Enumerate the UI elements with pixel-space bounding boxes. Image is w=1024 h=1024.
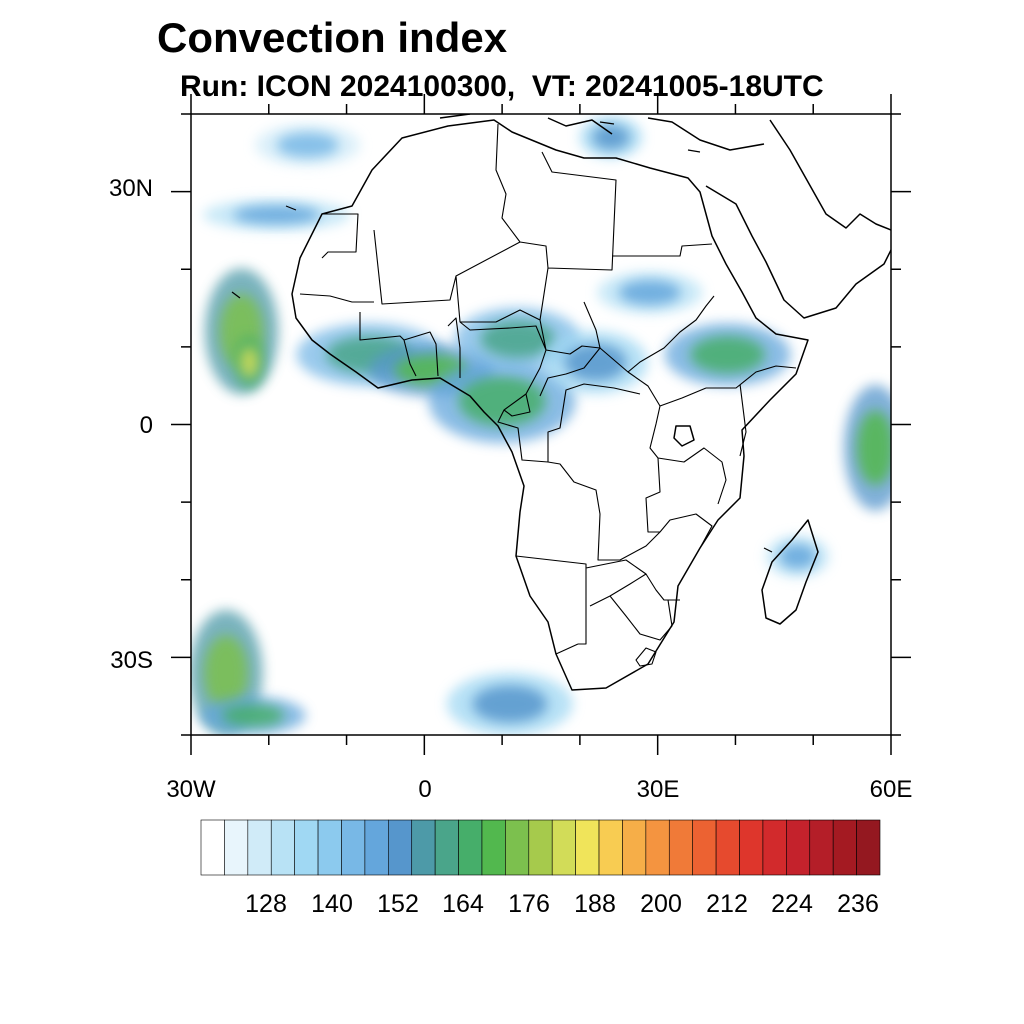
convection-core <box>204 635 248 711</box>
convection-field <box>191 116 891 735</box>
colorbar-label: 188 <box>574 890 616 918</box>
lake-victoria <box>673 425 695 447</box>
lon-label-30e: 30E <box>637 776 680 803</box>
lat-label-0: 0 <box>140 412 153 439</box>
axis-ticks <box>171 94 911 755</box>
colorbar-label: 152 <box>377 890 419 918</box>
colorbar-swatch <box>341 819 366 876</box>
convection-core <box>472 685 548 723</box>
colorbar-swatch <box>645 819 670 876</box>
lon-label-30w: 30W <box>166 776 216 803</box>
colorbar-swatch <box>715 819 740 876</box>
colorbar-swatch <box>739 819 764 876</box>
colorbar-swatch <box>270 819 295 876</box>
arabia-coastline <box>705 185 891 319</box>
colorbar-label: 164 <box>442 890 484 918</box>
colorbar <box>200 819 881 876</box>
convection-core <box>779 544 817 569</box>
arabia-gulf-coastline <box>769 119 891 231</box>
colorbar-label: 236 <box>837 890 879 918</box>
colorbar-swatch <box>668 819 693 876</box>
colorbar-swatch <box>809 819 834 876</box>
convection-core <box>618 280 682 305</box>
colorbar-label: 200 <box>640 890 682 918</box>
madagascar-coastline <box>761 519 819 625</box>
colorbar-swatch <box>411 819 436 876</box>
colorbar-swatch <box>200 819 225 876</box>
colorbar-swatch <box>505 819 530 876</box>
colorbar-swatch <box>481 819 506 876</box>
convection-core <box>480 320 555 358</box>
colorbar-swatch <box>856 819 881 876</box>
colorbar-swatch <box>364 819 389 876</box>
chart-subtitle: Run: ICON 2024100300, VT: 20241005-18UTC <box>180 70 824 103</box>
colorbar-swatch <box>598 819 623 876</box>
colorbar-label: 128 <box>245 890 287 918</box>
convection-core <box>222 704 285 727</box>
convection-core <box>592 124 630 150</box>
africa-coastline <box>291 119 809 691</box>
colorbar-label: 212 <box>706 890 748 918</box>
colorbar-swatch <box>786 819 811 876</box>
lat-label-30s: 30S <box>110 647 153 674</box>
colorbar-swatch <box>388 819 413 876</box>
convection-core <box>276 132 339 158</box>
colorbar-swatch <box>575 819 600 876</box>
colorbar-label: 176 <box>508 890 550 918</box>
colorbar-swatch <box>247 819 272 876</box>
convection-core <box>232 205 321 225</box>
lesotho-border <box>635 647 657 667</box>
colorbar-swatch <box>458 819 483 876</box>
colorbar-swatch <box>294 819 319 876</box>
convection-core <box>240 346 259 378</box>
colorbar-swatch <box>832 819 857 876</box>
convection-core <box>856 410 891 486</box>
colorbar-label: 224 <box>771 890 813 918</box>
cyprus-crete-islands <box>231 121 773 553</box>
country-borders <box>299 123 797 655</box>
colorbar-swatch <box>551 819 576 876</box>
convection-core <box>458 376 546 427</box>
colorbar-labels: 128 140 152 164 176 188 200 212 224 236 <box>245 890 879 918</box>
chart-title: Convection index <box>157 14 508 61</box>
lon-label-60e: 60E <box>870 776 913 803</box>
colorbar-swatch <box>224 819 249 876</box>
colorbar-swatch <box>762 819 787 876</box>
colorbar-swatch <box>528 819 553 876</box>
colorbar-label: 140 <box>311 890 353 918</box>
lon-label-0: 0 <box>418 776 431 803</box>
colorbar-swatch <box>622 819 647 876</box>
convection-core <box>690 336 766 374</box>
colorbar-swatch <box>692 819 717 876</box>
colorbar-swatch <box>317 819 342 876</box>
convection-core <box>564 343 627 382</box>
lat-label-30n: 30N <box>109 175 153 202</box>
colorbar-swatch <box>434 819 459 876</box>
